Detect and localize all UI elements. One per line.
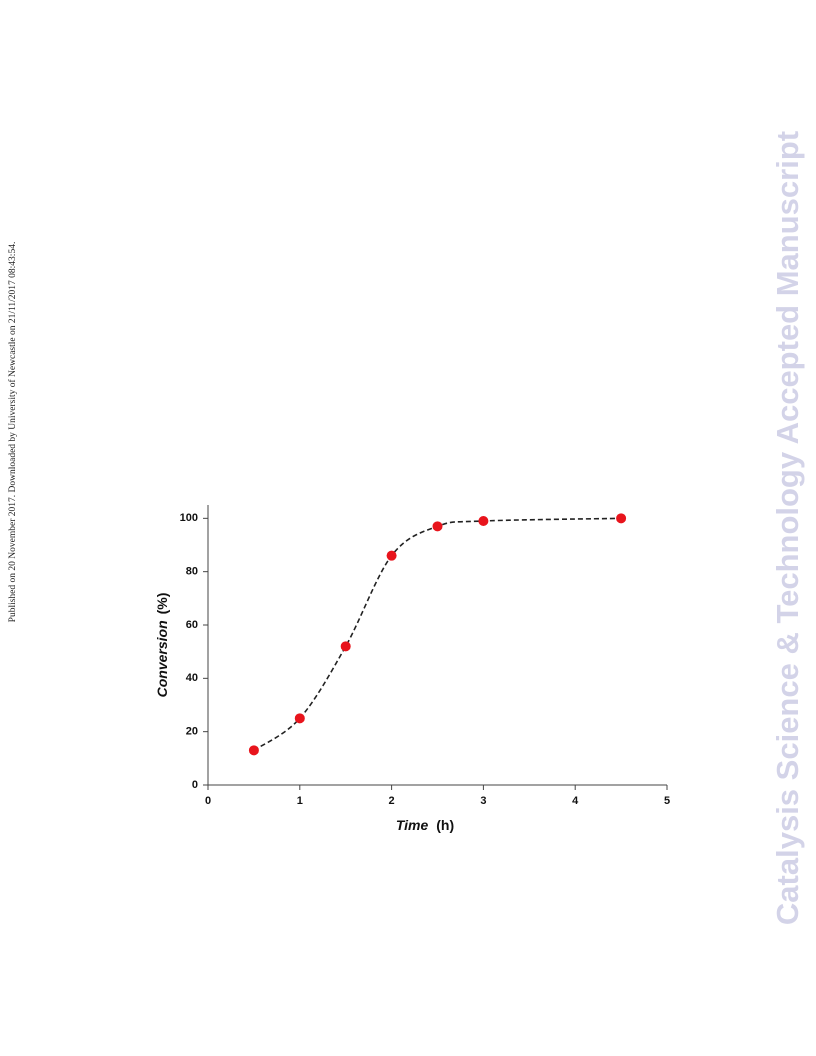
y-tick-label: 80: [186, 566, 198, 578]
y-tick-label: 40: [186, 672, 198, 684]
y-tick-label: 0: [192, 779, 198, 791]
y-tick-label: 100: [180, 512, 198, 524]
data-point: [340, 641, 351, 652]
y-tick-label: 60: [186, 619, 198, 631]
x-axis-label: Time (h): [396, 817, 454, 833]
data-point: [294, 713, 305, 724]
y-label-name: Conversion: [154, 620, 170, 697]
x-label-name: Time: [396, 817, 429, 833]
side-note: Published on 20 November 2017. Downloade…: [7, 242, 18, 623]
data-point: [478, 516, 489, 526]
x-tick-label: 4: [572, 795, 579, 807]
fit-line: [253, 517, 622, 751]
y-label-unit: (%): [154, 593, 170, 615]
data-point: [616, 513, 627, 524]
x-tick-label: 0: [205, 795, 211, 807]
x-tick-label: 3: [480, 795, 486, 807]
x-tick-label: 5: [664, 795, 670, 807]
data-point: [386, 550, 397, 561]
y-tick-label: 20: [186, 726, 198, 738]
y-axis-label: Conversion (%): [154, 593, 170, 698]
x-tick-label: 2: [389, 795, 395, 807]
data-point: [432, 521, 443, 532]
data-point: [248, 745, 259, 756]
watermark: Catalysis Science & Technology Accepted …: [770, 131, 805, 925]
x-label-unit: (h): [436, 817, 454, 833]
x-tick-label: 1: [297, 795, 303, 807]
